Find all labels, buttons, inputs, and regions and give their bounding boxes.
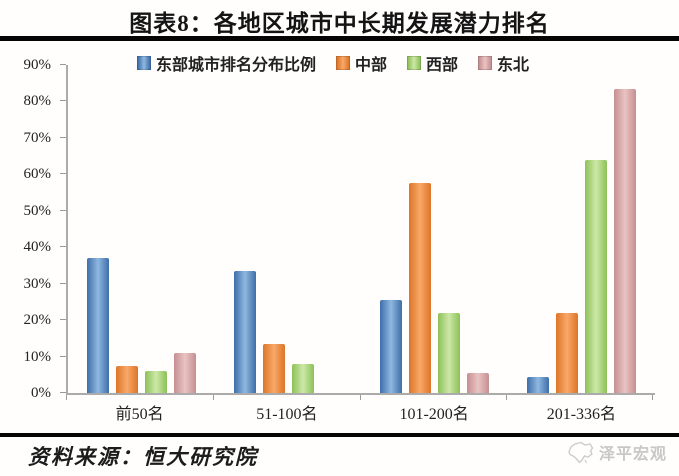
x-tick-label: 101-200名 (399, 406, 469, 423)
y-tick (60, 136, 66, 138)
bar (291, 363, 314, 393)
legend-item: 西部 (407, 51, 458, 75)
legend-swatch-icon (478, 56, 493, 70)
y-tick-label: 20% (23, 312, 52, 329)
x-tick-label: 前50名 (115, 406, 164, 423)
bar (262, 343, 285, 393)
bar-group (508, 65, 655, 393)
legend-swatch-icon (335, 56, 350, 70)
legend-label: 中部 (354, 57, 387, 74)
legend-swatch-icon (407, 56, 421, 70)
y-tick-label: 40% (23, 239, 52, 256)
bar (527, 376, 550, 393)
bar (173, 352, 196, 393)
watermark: 泽平宏观 (565, 440, 667, 464)
y-tick (60, 282, 66, 284)
y-tick-label: 80% (23, 93, 52, 110)
x-tick-label: 201-336名 (546, 406, 617, 423)
bar (467, 372, 490, 393)
bar (438, 312, 461, 393)
legend-swatch-icon (136, 56, 151, 70)
y-tick-label: 10% (23, 348, 52, 365)
bar (233, 270, 256, 393)
bar-group (68, 65, 215, 393)
chart-legend: 东部城市排名分布比例 中部 西部 东北 (66, 51, 600, 75)
y-tick-label: 60% (23, 166, 52, 183)
china-map-icon (568, 441, 594, 464)
plot-area (66, 65, 655, 395)
top-divider (0, 36, 679, 41)
y-tick (60, 209, 66, 211)
bar-group (362, 65, 509, 393)
y-tick (60, 392, 66, 393)
y-tick (60, 319, 66, 321)
y-tick (60, 100, 66, 102)
y-tick-label: 50% (23, 202, 52, 219)
bar-group (215, 65, 362, 393)
y-tick-label: 70% (23, 129, 52, 146)
bar (409, 183, 432, 393)
watermark-text: 泽平宏观 (598, 446, 667, 463)
bar (144, 371, 167, 393)
x-axis-labels: 前50名 51-100名 101-200名 201-336名 (66, 400, 655, 424)
legend-item: 中部 (335, 51, 387, 75)
y-tick (60, 64, 66, 65)
x-tick (506, 395, 508, 400)
bar (614, 88, 637, 393)
source-note: 资料来源：恒大研究院 (28, 445, 258, 469)
y-tick (60, 246, 66, 248)
x-tick (359, 395, 361, 400)
legend-label: 西部 (426, 57, 459, 74)
x-tick (66, 395, 67, 400)
legend-item: 东北 (478, 51, 529, 75)
bar (556, 312, 579, 393)
bottom-divider (0, 433, 679, 437)
bar (86, 258, 109, 393)
x-tick (212, 395, 214, 400)
y-tick-label: 90% (23, 57, 52, 73)
bar (115, 365, 138, 393)
legend-label: 东北 (497, 57, 530, 74)
x-tick (652, 395, 653, 400)
y-tick (60, 355, 66, 357)
legend-item: 东部城市排名分布比例 (136, 51, 316, 75)
y-tick-label: 30% (23, 275, 52, 292)
x-tick-label: 51-100名 (256, 406, 318, 423)
y-tick-label: 0% (31, 385, 51, 401)
y-tick (60, 173, 66, 175)
bar (380, 300, 403, 393)
bar (585, 159, 608, 393)
legend-label: 东部城市排名分布比例 (155, 57, 316, 74)
y-axis: 0% 10% 20% 30% 40% 50% 60% 70% 80% 90% (0, 0, 66, 476)
chart-title: 图表8：各地区城市中长期发展潜力排名 (129, 11, 550, 36)
